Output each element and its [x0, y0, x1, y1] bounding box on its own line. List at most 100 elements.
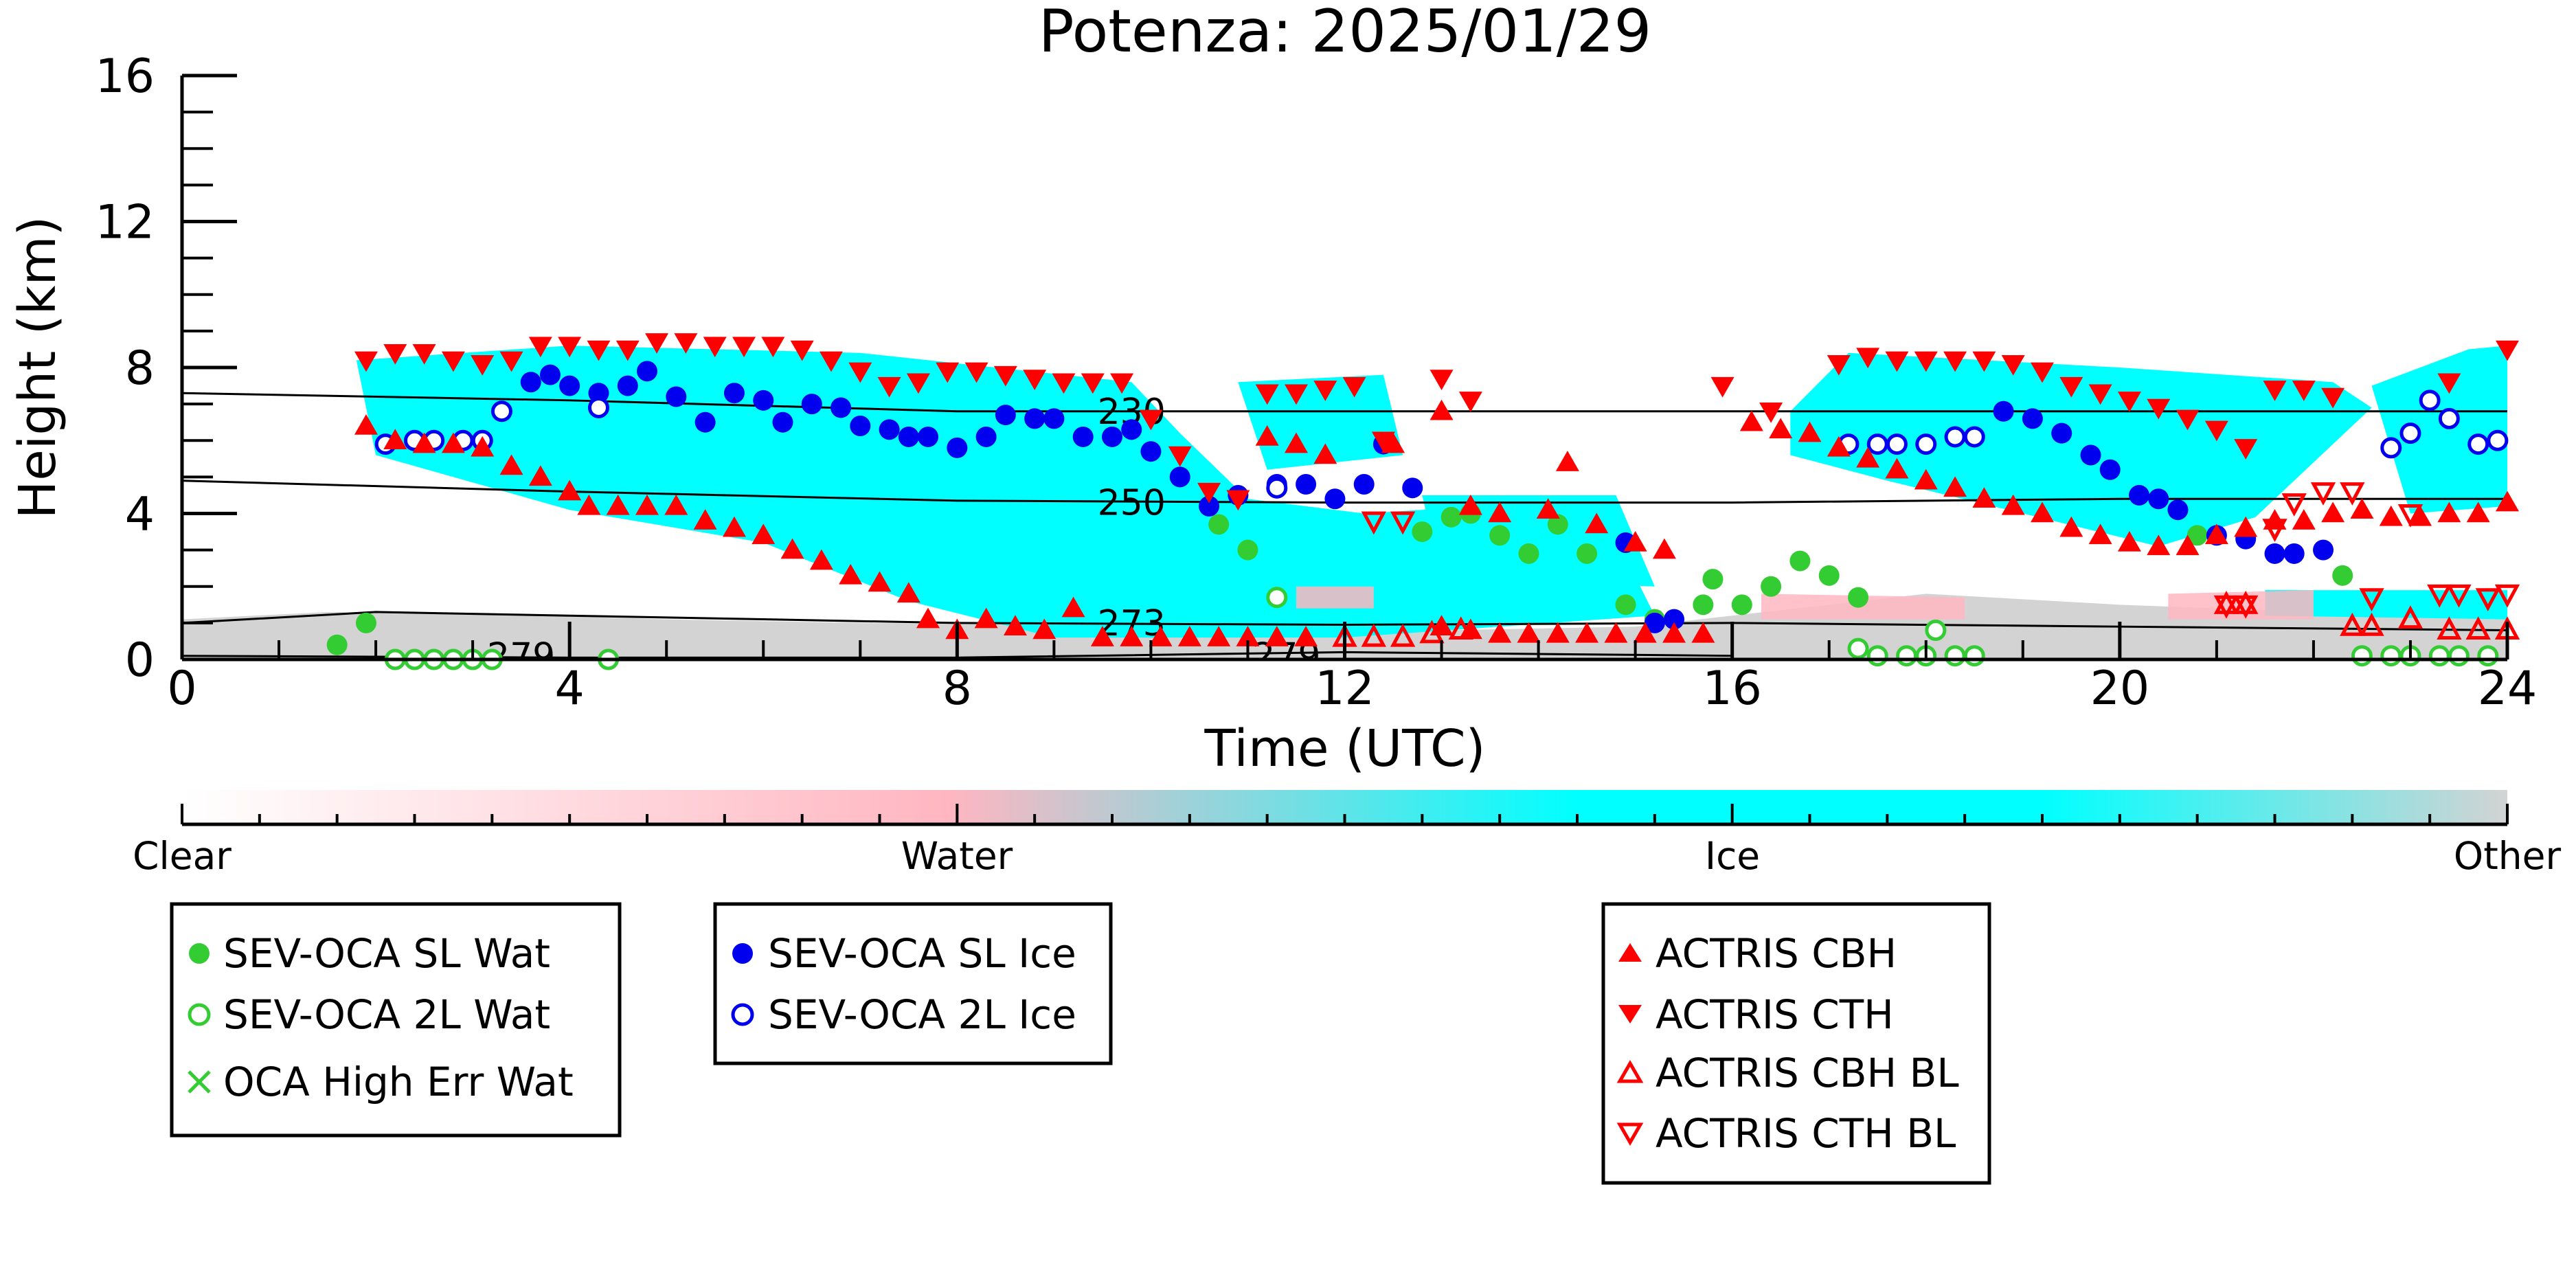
- marker-point: [1856, 447, 1880, 468]
- marker-point: [606, 494, 630, 515]
- marker-point: [1458, 618, 1482, 640]
- marker-point: [1925, 620, 1947, 641]
- marker-point: [2313, 539, 2334, 561]
- marker-point: [2059, 376, 2083, 398]
- marker-point: [2099, 459, 2121, 480]
- legend-label: ACTRIS CBH BL: [1656, 1050, 1959, 1096]
- marker-point: [1644, 612, 1665, 633]
- marker-point: [490, 400, 512, 422]
- marker-point: [588, 383, 609, 404]
- marker-point: [936, 362, 960, 383]
- marker-point: [848, 362, 872, 383]
- marker-point: [1032, 618, 1057, 640]
- marker-point: [1296, 474, 1317, 495]
- marker-point: [1615, 594, 1636, 615]
- legend-marker-2l-ice: [731, 1003, 754, 1026]
- marker-point: [2397, 605, 2424, 629]
- marker-point: [2234, 439, 2258, 460]
- marker-point: [1488, 501, 1512, 523]
- marker-point: [906, 373, 930, 394]
- marker-point: [1199, 495, 1220, 517]
- marker-point: [412, 432, 436, 453]
- marker-point: [2359, 612, 2384, 636]
- y-tick-label: 8: [125, 341, 155, 396]
- marker-point: [1169, 466, 1190, 488]
- marker-point: [1255, 425, 1279, 446]
- marker-point: [898, 426, 919, 447]
- marker-point: [383, 429, 407, 449]
- marker-point: [1052, 373, 1076, 394]
- marker-point: [2264, 543, 2285, 564]
- marker-point: [2262, 519, 2287, 543]
- marker-point: [2467, 433, 2489, 455]
- marker-point: [1197, 482, 1221, 504]
- marker-point: [722, 516, 746, 537]
- marker-point: [1963, 426, 1985, 448]
- marker-point: [1139, 409, 1163, 431]
- marker-point: [1121, 419, 1142, 440]
- marker-point: [1361, 623, 1386, 647]
- marker-point: [2351, 645, 2373, 667]
- x-tick-label: 8: [942, 662, 972, 716]
- marker-point: [1866, 645, 1888, 667]
- legend-marker-cbh-bl: [1616, 1059, 1644, 1083]
- marker-point: [558, 337, 582, 358]
- x-axis-label: Time (UTC): [1204, 719, 1485, 778]
- marker-point: [2176, 409, 2200, 431]
- legend-label: SEV-OCA SL Ice: [768, 930, 1076, 977]
- colorbar-label-clear: Clear: [133, 834, 231, 878]
- marker-point: [1149, 626, 1173, 646]
- marker-point: [2428, 645, 2450, 667]
- marker-point: [753, 389, 774, 411]
- marker-point: [877, 376, 901, 398]
- marker-point: [2263, 381, 2287, 401]
- marker-point: [2399, 422, 2421, 444]
- marker-point: [2292, 381, 2316, 401]
- legend-marker-high-err-wat: [188, 1070, 211, 1094]
- marker-point: [1604, 622, 1628, 643]
- marker-point: [2340, 612, 2365, 636]
- x-tick-label: 20: [2090, 662, 2150, 716]
- marker-point: [1419, 620, 1445, 644]
- marker-point: [790, 340, 814, 361]
- legend-label: SEV-OCA SL Wat: [223, 930, 550, 977]
- marker-point: [1313, 381, 1337, 401]
- marker-point: [2332, 565, 2353, 586]
- colorbar-label-other: Other: [2454, 834, 2562, 878]
- marker-point: [1207, 626, 1231, 646]
- marker-point: [1827, 354, 1851, 376]
- marker-point: [1489, 525, 1511, 546]
- marker-point: [947, 437, 968, 458]
- marker-point: [2466, 501, 2490, 523]
- marker-point: [1390, 511, 1416, 535]
- marker-point: [2475, 588, 2500, 611]
- marker-point: [819, 351, 843, 372]
- marker-point: [383, 344, 407, 365]
- marker-point: [1061, 596, 1085, 618]
- colorbar-ticks: [181, 804, 2509, 824]
- legend-ice: SEV-OCA SL Ice SEV-OCA 2L Ice: [713, 902, 1113, 1065]
- marker-point: [993, 365, 1017, 387]
- marker-point: [1761, 576, 1782, 597]
- marker-point: [1226, 490, 1250, 511]
- marker-point: [1342, 376, 1366, 398]
- ice-class-region: [1238, 374, 1403, 470]
- marker-point: [1324, 488, 1346, 510]
- marker-point: [831, 397, 852, 418]
- marker-point: [1577, 543, 1598, 564]
- marker-point: [1236, 626, 1260, 646]
- legend-marker-2l-wat: [188, 1003, 211, 1026]
- water-class-region: [1761, 594, 1965, 620]
- legend-marker-cth: [1618, 1005, 1642, 1024]
- marker-point: [1102, 426, 1122, 447]
- marker-point: [1555, 451, 1579, 471]
- marker-point: [2147, 398, 2171, 420]
- marker-point: [694, 411, 716, 433]
- marker-point: [1731, 594, 1752, 615]
- marker-point: [1575, 622, 1599, 643]
- y-tick-label: 0: [125, 633, 155, 688]
- legend-label: ACTRIS CBH: [1656, 930, 1897, 977]
- marker-point: [1662, 622, 1686, 643]
- marker-point: [964, 362, 988, 383]
- marker-point: [2204, 523, 2228, 545]
